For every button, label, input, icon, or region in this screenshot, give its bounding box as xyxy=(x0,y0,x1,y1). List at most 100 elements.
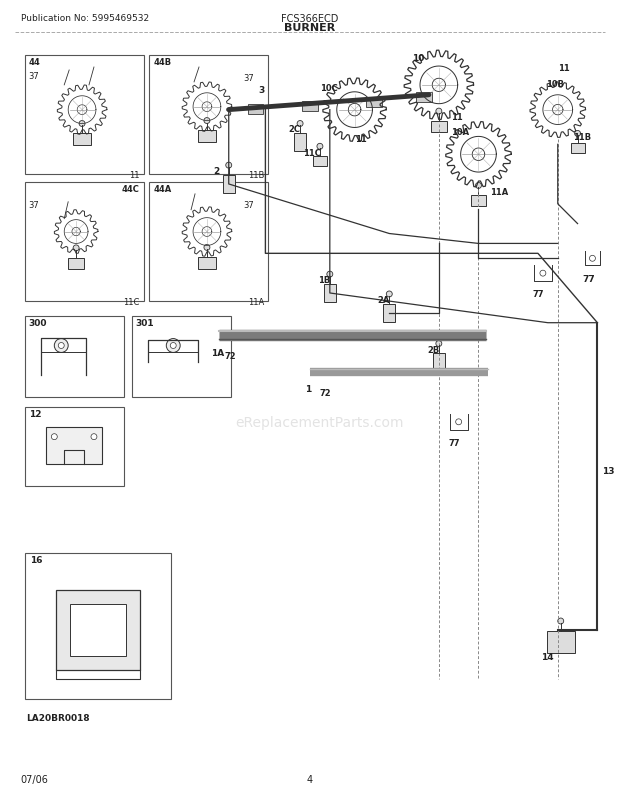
FancyBboxPatch shape xyxy=(247,104,264,115)
Text: 11: 11 xyxy=(129,171,140,180)
Circle shape xyxy=(166,339,180,353)
FancyBboxPatch shape xyxy=(68,258,84,269)
FancyBboxPatch shape xyxy=(302,102,318,111)
FancyBboxPatch shape xyxy=(46,427,102,465)
FancyBboxPatch shape xyxy=(198,258,216,269)
FancyBboxPatch shape xyxy=(313,157,327,167)
Circle shape xyxy=(327,272,333,277)
Text: BURNER: BURNER xyxy=(285,23,335,34)
Circle shape xyxy=(317,144,323,150)
FancyBboxPatch shape xyxy=(25,56,143,175)
FancyBboxPatch shape xyxy=(131,316,231,398)
Text: 72: 72 xyxy=(225,352,236,361)
FancyBboxPatch shape xyxy=(73,134,91,146)
Text: 3: 3 xyxy=(259,86,265,95)
Text: 37: 37 xyxy=(29,200,39,209)
FancyBboxPatch shape xyxy=(149,56,268,175)
FancyBboxPatch shape xyxy=(383,305,395,322)
FancyBboxPatch shape xyxy=(324,285,336,302)
Text: 77: 77 xyxy=(583,275,595,284)
Circle shape xyxy=(91,434,97,440)
Text: 1: 1 xyxy=(305,385,311,394)
Text: 300: 300 xyxy=(29,318,47,327)
Circle shape xyxy=(575,132,580,137)
Circle shape xyxy=(204,245,210,251)
Text: 44C: 44C xyxy=(122,184,140,194)
Text: 37: 37 xyxy=(29,72,39,81)
Circle shape xyxy=(386,292,392,298)
Circle shape xyxy=(73,245,79,252)
Circle shape xyxy=(170,343,176,349)
Text: 44B: 44B xyxy=(153,58,172,67)
Circle shape xyxy=(51,434,57,440)
Text: 77: 77 xyxy=(449,438,460,447)
Circle shape xyxy=(456,419,462,425)
Text: 11C: 11C xyxy=(123,298,140,306)
Text: 301: 301 xyxy=(136,318,154,327)
Text: 12: 12 xyxy=(29,409,41,419)
Text: 1B: 1B xyxy=(318,276,330,285)
Text: 11: 11 xyxy=(451,112,463,121)
Circle shape xyxy=(55,339,68,353)
Text: 10B: 10B xyxy=(546,80,564,89)
FancyBboxPatch shape xyxy=(294,134,306,152)
Text: 10A: 10A xyxy=(451,128,469,137)
FancyBboxPatch shape xyxy=(198,132,216,143)
FancyBboxPatch shape xyxy=(431,122,447,133)
Circle shape xyxy=(79,121,85,128)
Text: 07/06: 07/06 xyxy=(20,774,48,784)
Circle shape xyxy=(204,119,210,124)
Text: 72: 72 xyxy=(320,389,332,398)
FancyBboxPatch shape xyxy=(25,183,143,302)
Circle shape xyxy=(436,341,442,347)
Text: 77: 77 xyxy=(533,290,544,298)
FancyBboxPatch shape xyxy=(149,183,268,302)
Circle shape xyxy=(226,163,232,169)
Text: 11B: 11B xyxy=(573,133,591,142)
FancyBboxPatch shape xyxy=(416,93,432,103)
FancyBboxPatch shape xyxy=(223,176,235,193)
Text: 37: 37 xyxy=(244,200,254,209)
Text: 10C: 10C xyxy=(320,83,338,93)
FancyBboxPatch shape xyxy=(471,196,487,207)
Text: LA20BR0018: LA20BR0018 xyxy=(27,713,90,723)
Text: 2A: 2A xyxy=(378,296,390,305)
Text: 11: 11 xyxy=(558,64,570,73)
Circle shape xyxy=(297,121,303,128)
FancyBboxPatch shape xyxy=(25,407,123,487)
Circle shape xyxy=(590,256,595,262)
Circle shape xyxy=(436,109,442,115)
Text: 44A: 44A xyxy=(153,184,172,194)
Circle shape xyxy=(540,271,546,277)
FancyBboxPatch shape xyxy=(433,354,445,372)
Circle shape xyxy=(58,343,64,349)
Text: 11: 11 xyxy=(355,136,366,144)
Text: 11B: 11B xyxy=(248,171,264,180)
Text: FCS366ECD: FCS366ECD xyxy=(281,14,339,23)
FancyBboxPatch shape xyxy=(547,631,575,653)
Text: 10: 10 xyxy=(412,54,425,63)
Text: 4: 4 xyxy=(307,774,313,784)
Circle shape xyxy=(558,618,564,624)
Text: 2B: 2B xyxy=(427,345,439,354)
Text: 37: 37 xyxy=(244,74,254,83)
Text: 1A: 1A xyxy=(211,349,224,358)
Text: 2: 2 xyxy=(213,167,219,176)
FancyBboxPatch shape xyxy=(570,144,585,154)
Text: 16: 16 xyxy=(30,555,43,564)
FancyBboxPatch shape xyxy=(25,316,123,398)
Text: Publication No: 5995469532: Publication No: 5995469532 xyxy=(20,14,149,22)
Text: 11C: 11C xyxy=(303,149,321,158)
Text: eReplacementParts.com: eReplacementParts.com xyxy=(236,415,404,429)
Text: 2C: 2C xyxy=(288,125,300,134)
Text: 11A: 11A xyxy=(248,298,264,306)
Text: 13: 13 xyxy=(603,467,615,476)
Text: 14: 14 xyxy=(541,652,554,661)
Text: 11A: 11A xyxy=(490,188,508,196)
FancyBboxPatch shape xyxy=(366,98,383,107)
Text: 44: 44 xyxy=(29,58,40,67)
FancyBboxPatch shape xyxy=(70,605,126,656)
Circle shape xyxy=(476,183,482,189)
FancyBboxPatch shape xyxy=(56,590,140,670)
FancyBboxPatch shape xyxy=(25,553,171,699)
